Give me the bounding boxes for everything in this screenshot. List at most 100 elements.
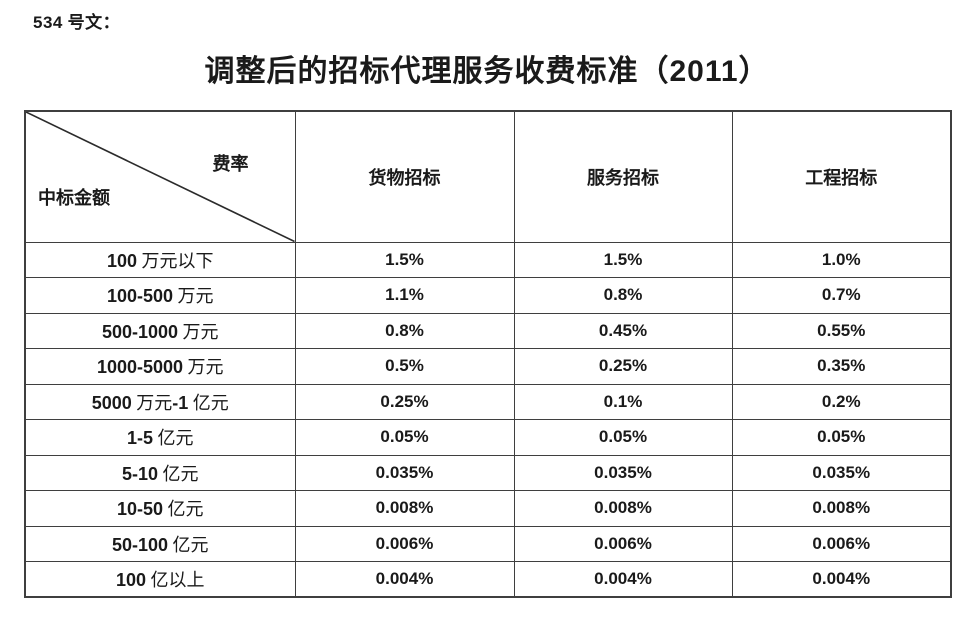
- rate-cell: 0.006%: [294, 525, 515, 562]
- latin-text: 0.006%: [594, 533, 652, 553]
- latin-text: 1.5%: [603, 249, 643, 269]
- latin-text: 0.004%: [812, 569, 871, 588]
- latin-text: 0.035%: [812, 462, 871, 482]
- row-label: 10-50 亿元: [24, 490, 296, 527]
- latin-text: 0.004%: [375, 569, 434, 588]
- latin-text: 0.35%: [817, 356, 866, 376]
- row-label: 100 万元以下: [24, 241, 296, 278]
- rate-cell: 0.05%: [294, 419, 515, 456]
- latin-text: 0.006%: [375, 533, 434, 553]
- latin-text: 100: [106, 250, 138, 271]
- column-header-goods: 货物招标: [294, 110, 515, 243]
- latin-text: 100-500: [106, 286, 174, 307]
- rate-cell: 0.25%: [294, 383, 515, 420]
- rate-cell: 0.006%: [513, 525, 733, 562]
- rate-cell: 0.004%: [513, 561, 733, 598]
- latin-text: 100: [115, 570, 147, 590]
- latin-text: 0.008%: [812, 498, 871, 518]
- table-row: 500-1000 万元 0.8% 0.45% 0.55%: [24, 312, 952, 349]
- latin-text: 0.25%: [380, 391, 429, 411]
- latin-text: 0.008%: [594, 498, 652, 518]
- rate-cell: 1.5%: [513, 241, 733, 278]
- latin-text: 1000-5000: [96, 357, 184, 378]
- rate-cell: 0.05%: [513, 419, 733, 456]
- rate-cell: 0.008%: [513, 490, 733, 527]
- rate-cell: 0.1%: [513, 383, 733, 420]
- rate-cell: 0.008%: [731, 490, 952, 527]
- rate-cell: 0.25%: [513, 348, 733, 385]
- latin-text: 1-5: [126, 428, 153, 449]
- page-title: 调整后的招标代理服务收费标准（2011）: [204, 55, 770, 88]
- row-label: 1000-5000 万元: [24, 348, 296, 385]
- latin-text: 0.8%: [603, 285, 643, 305]
- rate-cell: 0.8%: [294, 312, 515, 349]
- latin-text: 0.05%: [817, 427, 866, 447]
- latin-text: 50-100: [111, 534, 169, 555]
- rate-cell: 0.006%: [731, 525, 952, 562]
- column-header-services: 服务招标: [513, 110, 733, 243]
- table-row: 5000 万元-1 亿元 0.25% 0.1% 0.2%: [24, 383, 952, 420]
- latin-text: 1.0%: [821, 249, 861, 269]
- rate-cell: 1.0%: [731, 241, 952, 278]
- latin-text: 0.55%: [817, 320, 866, 340]
- table-row: 1000-5000 万元 0.5% 0.25% 0.35%: [24, 348, 952, 385]
- latin-text: 0.008%: [375, 498, 434, 518]
- latin-text: 0.05%: [380, 427, 429, 447]
- rate-cell: 1.5%: [294, 241, 515, 278]
- row-label: 5000 万元-1 亿元: [24, 383, 296, 420]
- fee-table: 费率 中标金额 货物招标 服务招标 工程招标 100 万元以下 1.5% 1.5…: [24, 110, 952, 598]
- rate-cell: 0.035%: [731, 454, 952, 491]
- latin-text: 0.25%: [598, 356, 648, 376]
- latin-text: 0.7%: [821, 285, 861, 305]
- rate-cell: 0.5%: [294, 348, 515, 385]
- rate-cell: 0.45%: [513, 312, 733, 349]
- header-row: 费率 中标金额 货物招标 服务招标 工程招标: [24, 110, 952, 243]
- rate-cell: 0.7%: [731, 277, 952, 314]
- row-label: 5-10 亿元: [24, 454, 296, 491]
- latin-text: 2011: [669, 55, 739, 88]
- rate-cell: 0.55%: [731, 312, 952, 349]
- table-row: 5-10 亿元 0.035% 0.035% 0.035%: [24, 454, 952, 491]
- latin-text: 0.035%: [375, 462, 434, 482]
- rate-cell: 1.1%: [294, 277, 515, 314]
- rate-cell: 0.05%: [731, 419, 952, 456]
- corner-header-cell: 费率 中标金额: [24, 110, 296, 243]
- rate-cell: 0.008%: [294, 490, 515, 527]
- rate-cell: 0.2%: [731, 383, 952, 420]
- latin-text: 0.45%: [598, 320, 648, 340]
- rate-cell: 0.004%: [731, 561, 952, 598]
- rate-cell: 0.035%: [294, 454, 515, 491]
- latin-text: 0.5%: [385, 356, 424, 376]
- latin-text: 1.1%: [385, 285, 424, 305]
- row-label: 500-1000 万元: [24, 312, 296, 349]
- latin-text: 0.2%: [821, 391, 861, 411]
- row-label: 1-5 亿元: [24, 419, 296, 456]
- latin-text: 0.035%: [594, 462, 652, 482]
- latin-text: 500-1000: [101, 321, 179, 342]
- row-label: 100-500 万元: [24, 277, 296, 314]
- doc-number: 534 号文：: [33, 13, 121, 32]
- table-row: 100 万元以下 1.5% 1.5% 1.0%: [24, 241, 952, 278]
- table-row: 100 亿以上 0.004% 0.004% 0.004%: [24, 561, 952, 598]
- rate-cell: 0.35%: [731, 348, 952, 385]
- latin-text: 10-50: [116, 499, 164, 520]
- latin-text: 534: [33, 13, 63, 32]
- latin-text: 0.006%: [812, 533, 871, 553]
- corner-label-rate: 费率: [212, 154, 249, 174]
- latin-text: 5000: [91, 392, 132, 413]
- corner-label-amount: 中标金额: [38, 187, 110, 208]
- table-row: 50-100 亿元 0.006% 0.006% 0.006%: [24, 525, 952, 562]
- table-row: 10-50 亿元 0.008% 0.008% 0.008%: [24, 490, 952, 527]
- latin-text: 1.5%: [385, 249, 424, 269]
- table-row: 100-500 万元 1.1% 0.8% 0.7%: [24, 277, 952, 314]
- latin-text: 0.004%: [594, 569, 652, 588]
- table-row: 1-5 亿元 0.05% 0.05% 0.05%: [24, 419, 952, 456]
- row-label: 100 亿以上: [24, 561, 296, 598]
- latin-text: 0.05%: [598, 427, 648, 447]
- column-header-engineering: 工程招标: [731, 110, 952, 243]
- diagonal-divider-line: [26, 112, 295, 242]
- rate-cell: 0.004%: [294, 561, 515, 598]
- latin-text: 0.8%: [385, 320, 424, 340]
- row-label: 50-100 亿元: [24, 525, 296, 562]
